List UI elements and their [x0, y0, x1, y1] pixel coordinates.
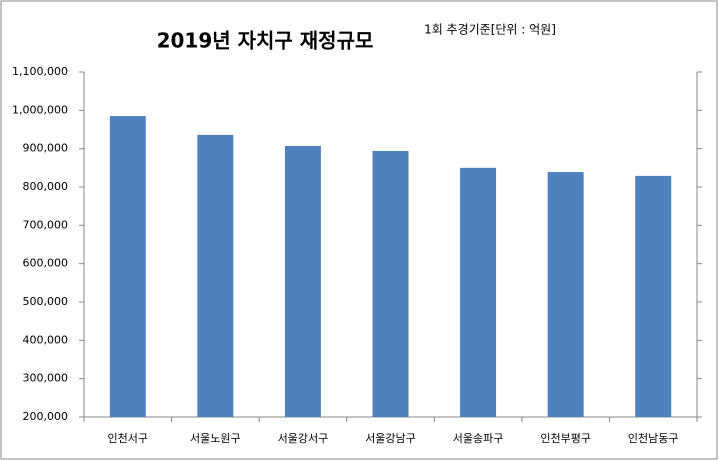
x-tick-label: 인천서구 — [108, 431, 148, 445]
chart-subtitle: 1회 추경기준[단위 : 억원] — [424, 23, 556, 37]
bar — [635, 175, 672, 417]
y-tick-label: 800,000 — [23, 180, 69, 193]
y-tick-label: 1,100,000 — [12, 65, 68, 78]
x-tick-label: 인천부평구 — [540, 431, 591, 445]
bar — [372, 150, 409, 417]
y-tick-label: 400,000 — [23, 333, 69, 346]
y-tick-label: 700,000 — [23, 218, 69, 231]
x-tick-label: 인천남동구 — [628, 431, 679, 445]
y-tick-label: 900,000 — [23, 142, 69, 155]
y-tick-label: 300,000 — [23, 372, 69, 385]
x-tick-label: 서울송파구 — [453, 432, 504, 445]
x-tick-label: 서울노원구 — [190, 432, 241, 445]
bar — [547, 172, 584, 417]
y-tick-label: 200,000 — [23, 410, 69, 423]
chart-title: 2019년 자치구 재정규모 — [157, 29, 374, 53]
y-tick-label: 1,000,000 — [12, 103, 68, 116]
x-tick-label: 서울강남구 — [365, 432, 416, 445]
bar — [460, 167, 497, 417]
y-tick-label: 600,000 — [23, 257, 69, 270]
x-tick-label: 서울강서구 — [278, 432, 329, 445]
bar — [284, 145, 321, 417]
bar — [109, 116, 146, 417]
bar — [197, 134, 234, 417]
y-tick-label: 500,000 — [23, 295, 69, 308]
